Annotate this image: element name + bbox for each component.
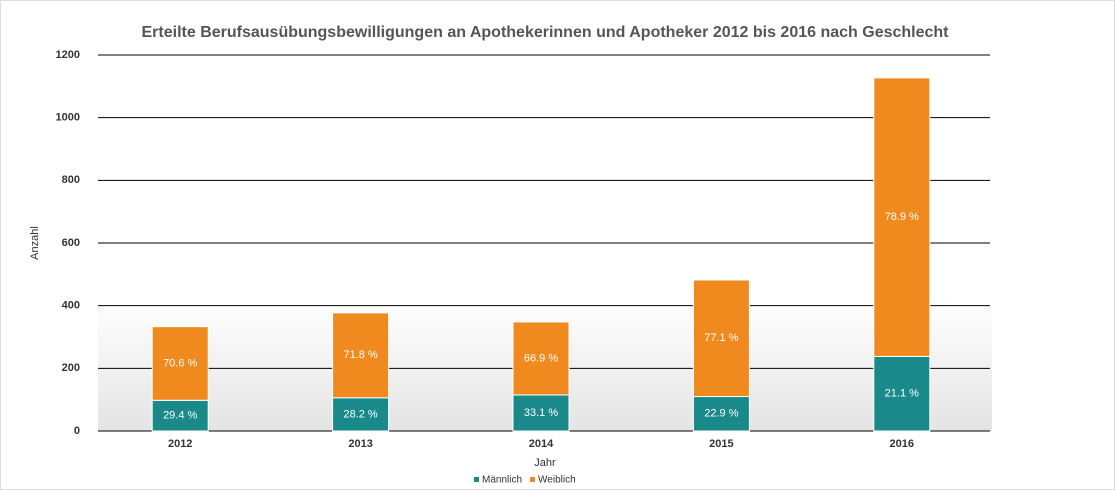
x-tick-label: 2013: [348, 438, 372, 450]
y-tick-label: 200: [62, 362, 80, 374]
bar-label: 33.1 %: [524, 407, 558, 419]
bar-label: 71.8 %: [343, 349, 377, 361]
bar-label: 29.4 %: [163, 410, 197, 422]
chart-title: Erteilte Berufsausübungsbewilligungen an…: [142, 24, 950, 41]
x-axis-title: Jahr: [534, 457, 556, 469]
x-tick-label: 2014: [529, 438, 554, 450]
bar-segment: [151, 399, 209, 432]
bar-segment: [151, 326, 209, 401]
y-tick-label: 600: [62, 237, 80, 249]
bar-segment: [873, 77, 931, 357]
bar-segment: [512, 321, 570, 396]
x-tick-label: 2016: [890, 438, 914, 450]
bar-segment: [332, 312, 390, 399]
y-tick-label: 0: [74, 425, 80, 437]
bar-label: 78.9 %: [885, 211, 919, 223]
bar-label: 77.1 %: [704, 332, 738, 344]
y-tick-label: 800: [62, 174, 80, 186]
x-tick-label: 2015: [709, 438, 733, 450]
y-axis-title: Anzahl: [29, 226, 41, 260]
legend-swatch: [474, 477, 479, 482]
bar-label: 66.9 %: [524, 352, 558, 364]
bar-segment: [692, 279, 750, 398]
x-tick-label: 2012: [168, 438, 192, 450]
bar-segment: [332, 397, 390, 432]
legend-label: Weiblich: [538, 475, 576, 486]
bar-segment: [512, 394, 570, 432]
y-tick-label: 1200: [56, 49, 80, 61]
bar-label: 28.2 %: [343, 408, 377, 420]
y-tick-label: 1000: [56, 112, 80, 124]
legend-swatch: [530, 477, 536, 482]
y-tick-label: 400: [62, 300, 80, 312]
bar-label: 22.9 %: [704, 408, 738, 420]
bar-label: 70.6 %: [163, 357, 197, 369]
bar-segment: [692, 396, 750, 432]
bar-label: 21.1 %: [885, 388, 919, 400]
bar-segment: [873, 355, 931, 432]
legend-label: Männlich: [482, 475, 522, 486]
